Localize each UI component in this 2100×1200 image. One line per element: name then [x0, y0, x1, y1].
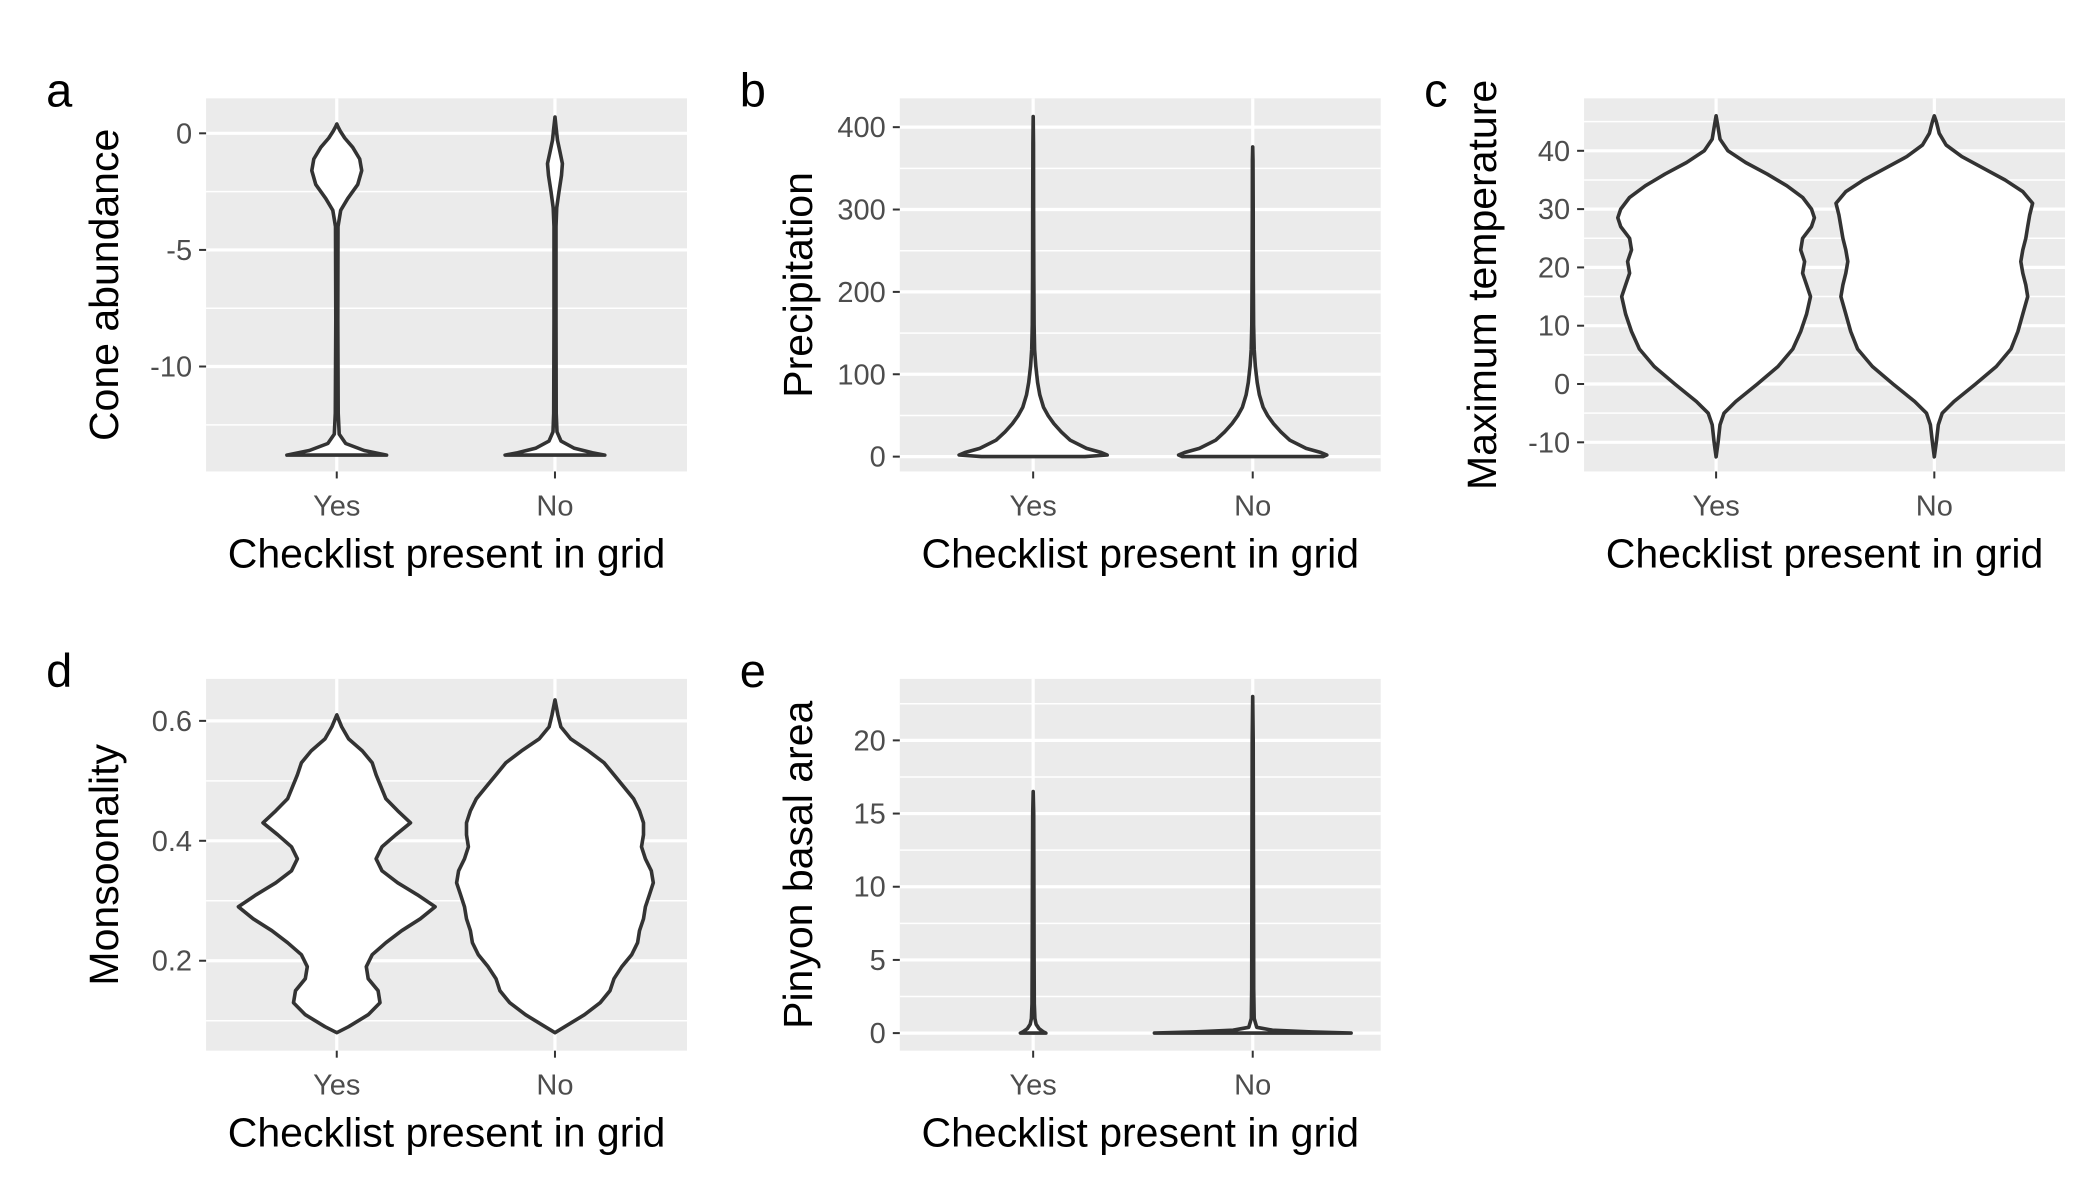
y-tick-label: 0	[870, 442, 886, 474]
y-tick-label: 20	[1538, 252, 1570, 284]
x-axis-title: Checklist present in grid	[1606, 530, 2044, 576]
x-tick-label: No	[536, 1070, 573, 1102]
y-tick-label: 100	[837, 359, 885, 391]
y-tick-label: 0.6	[152, 706, 192, 738]
x-tick-label: No	[1234, 490, 1271, 522]
x-tick-label: Yes	[1692, 490, 1739, 522]
y-tick-label: 200	[837, 277, 885, 309]
x-tick-label: No	[1916, 490, 1953, 522]
x-axis-title: Checklist present in grid	[921, 530, 1359, 576]
panel-label: c	[1424, 63, 1448, 116]
y-tick-label: 30	[1538, 194, 1570, 226]
y-axis-title: Pinyon basal area	[775, 700, 821, 1028]
y-axis-title: Cone abundance	[81, 129, 127, 441]
plot-background	[899, 98, 1381, 472]
panel-b: 0 100 200 300 400 Yes No Checklist present in g…	[740, 63, 1381, 576]
y-tick-label: -5	[166, 235, 192, 267]
x-tick-label: Yes	[313, 490, 360, 522]
violin-no	[1834, 114, 2035, 459]
y-tick-label: 20	[854, 725, 886, 757]
violin-yes	[285, 122, 389, 457]
x-tick-label: Yes	[313, 1070, 360, 1102]
x-tick-label: No	[536, 490, 573, 522]
violin-yes	[236, 713, 437, 1035]
x-tick-label: No	[1234, 1070, 1271, 1102]
panel-label: b	[740, 63, 766, 116]
panel-e: 0 5 10 15 20 Yes No Checklist present in grid Pi…	[740, 644, 1381, 1156]
x-tick-label: Yes	[1010, 490, 1057, 522]
y-tick-label: 5	[870, 945, 886, 977]
panel-a: 0 -5 -10 Yes No Checklist present in grid Cone…	[46, 63, 687, 576]
y-tick-label: 0	[1554, 369, 1570, 401]
y-tick-label: 0.2	[152, 946, 192, 978]
violin-no	[1152, 694, 1353, 1035]
violin-no	[454, 698, 656, 1035]
violin-no	[1176, 145, 1329, 459]
x-axis-title: Checklist present in grid	[228, 530, 666, 576]
y-tick-label: 0	[176, 118, 192, 150]
y-tick-label: 400	[837, 112, 885, 144]
y-axis-title: Maximum temperature	[1459, 80, 1505, 490]
panel-d: 0.2 0.4 0.6 Yes No Checklist present in grid M…	[46, 644, 687, 1156]
y-tick-label: 40	[1538, 136, 1570, 168]
y-tick-label: -10	[150, 352, 192, 384]
panel-c: -10 0 10 20 30 40 Yes No Checklist present in gr…	[1424, 63, 2065, 576]
y-tick-label: 10	[854, 872, 886, 904]
y-tick-label: 0.4	[152, 826, 192, 858]
y-axis-title: Precipitation	[775, 172, 821, 398]
violin-yes	[1616, 114, 1817, 459]
x-tick-label: Yes	[1010, 1070, 1057, 1102]
y-tick-label: 10	[1538, 311, 1570, 343]
panel-label: e	[740, 644, 766, 697]
x-axis-title: Checklist present in grid	[921, 1110, 1359, 1156]
violin-yes	[1018, 789, 1048, 1035]
x-axis-title: Checklist present in grid	[228, 1110, 666, 1156]
violin-no	[503, 115, 607, 457]
panel-label: d	[46, 644, 72, 697]
panel-label: a	[46, 63, 73, 116]
plot-background	[899, 678, 1381, 1051]
y-tick-label: 15	[854, 799, 886, 831]
y-tick-label: 0	[870, 1018, 886, 1050]
y-axis-title: Monsoonality	[81, 743, 127, 985]
plot-background	[206, 98, 687, 472]
y-tick-label: -10	[1528, 427, 1570, 459]
violin-yes	[957, 114, 1109, 459]
y-tick-label: 300	[837, 195, 885, 227]
